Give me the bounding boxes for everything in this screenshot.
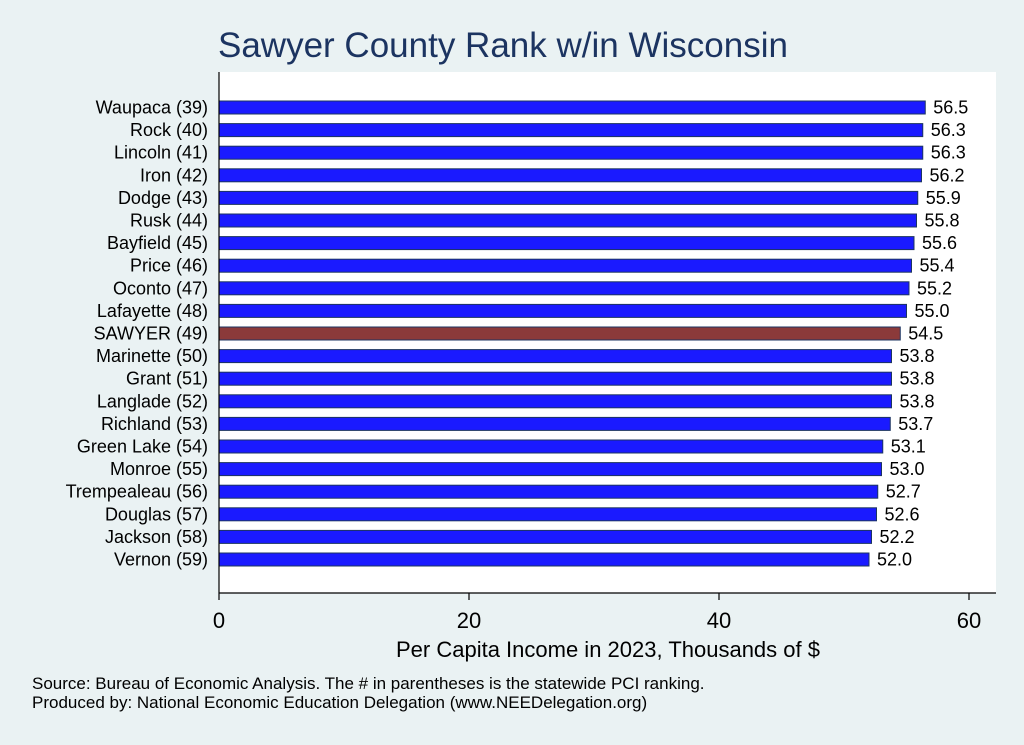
category-label: Dodge (43) [118,188,208,208]
value-label: 53.8 [900,346,935,366]
bar [218,100,926,115]
category-label: Lincoln (41) [114,143,208,163]
bar [218,416,891,431]
bar [218,462,882,477]
bar [218,258,912,273]
category-label: Price (46) [130,256,208,276]
axis-layer: 0 20 40 60 [213,72,996,633]
value-label: 56.3 [931,143,966,163]
category-label: Bayfield (45) [107,233,208,253]
bar [218,168,922,183]
category-label: Lafayette (48) [97,301,208,321]
value-label: 53.8 [900,369,935,389]
value-label: 52.2 [880,527,915,547]
value-label: 55.6 [922,233,957,253]
value-label: 56.2 [930,165,965,185]
value-label: 53.0 [890,459,925,479]
category-label: Green Lake (54) [77,437,208,457]
category-label: Waupaca (39) [96,98,208,118]
category-label: Rusk (44) [130,211,208,231]
category-label: Rock (40) [130,120,208,140]
bar [218,123,924,138]
value-label: 55.4 [920,256,955,276]
bar [218,213,917,228]
bar [218,303,907,318]
value-label: 55.8 [925,211,960,231]
category-label: Langlade (52) [97,391,208,411]
value-label: 52.0 [877,550,912,570]
x-axis-title: Per Capita Income in 2023, Thousands of … [396,637,820,662]
value-label: 55.9 [926,188,961,208]
x-tick-label: 60 [957,608,981,633]
bar [218,190,919,205]
chart-title: Sawyer County Rank w/in Wisconsin [218,26,788,65]
bar [218,552,870,567]
category-label: Monroe (55) [110,459,208,479]
value-label: 56.3 [931,120,966,140]
bar [218,236,915,251]
value-label: 52.7 [886,482,921,502]
bar [218,529,872,544]
category-label: Jackson (58) [105,527,208,547]
bar [218,507,877,522]
value-label: 54.5 [908,324,943,344]
producer-note: Produced by: National Economic Education… [32,693,648,712]
bar [218,484,879,499]
bar [218,326,901,341]
bar [218,145,924,160]
bar [218,394,892,409]
value-label: 53.1 [891,437,926,457]
value-label: 53.8 [900,391,935,411]
category-label: Marinette (50) [96,346,208,366]
bar [218,349,892,364]
value-label: 56.5 [933,98,968,118]
bar [218,281,910,296]
value-label: 55.2 [917,278,952,298]
x-tick-label: 20 [457,608,481,633]
bar [218,371,892,386]
bars-layer [218,100,926,567]
value-label: 53.7 [898,414,933,434]
x-tick-label: 0 [213,608,225,633]
category-label: SAWYER (49) [94,324,208,344]
category-label: Oconto (47) [113,278,208,298]
category-label: Douglas (57) [105,504,208,524]
value-label: 52.6 [885,504,920,524]
category-label: Trempealeau (56) [66,482,208,502]
category-label: Vernon (59) [114,550,208,570]
bar [218,439,884,454]
category-label: Grant (51) [126,369,208,389]
value-label: 55.0 [915,301,950,321]
category-label: Richland (53) [101,414,208,434]
category-label: Iron (42) [140,165,208,185]
x-tick-label: 40 [707,608,731,633]
source-note: Source: Bureau of Economic Analysis. The… [32,674,705,693]
labels-layer: Waupaca (39) 56.5 Rock (40) 56.3 Lincoln (41… [66,98,969,570]
